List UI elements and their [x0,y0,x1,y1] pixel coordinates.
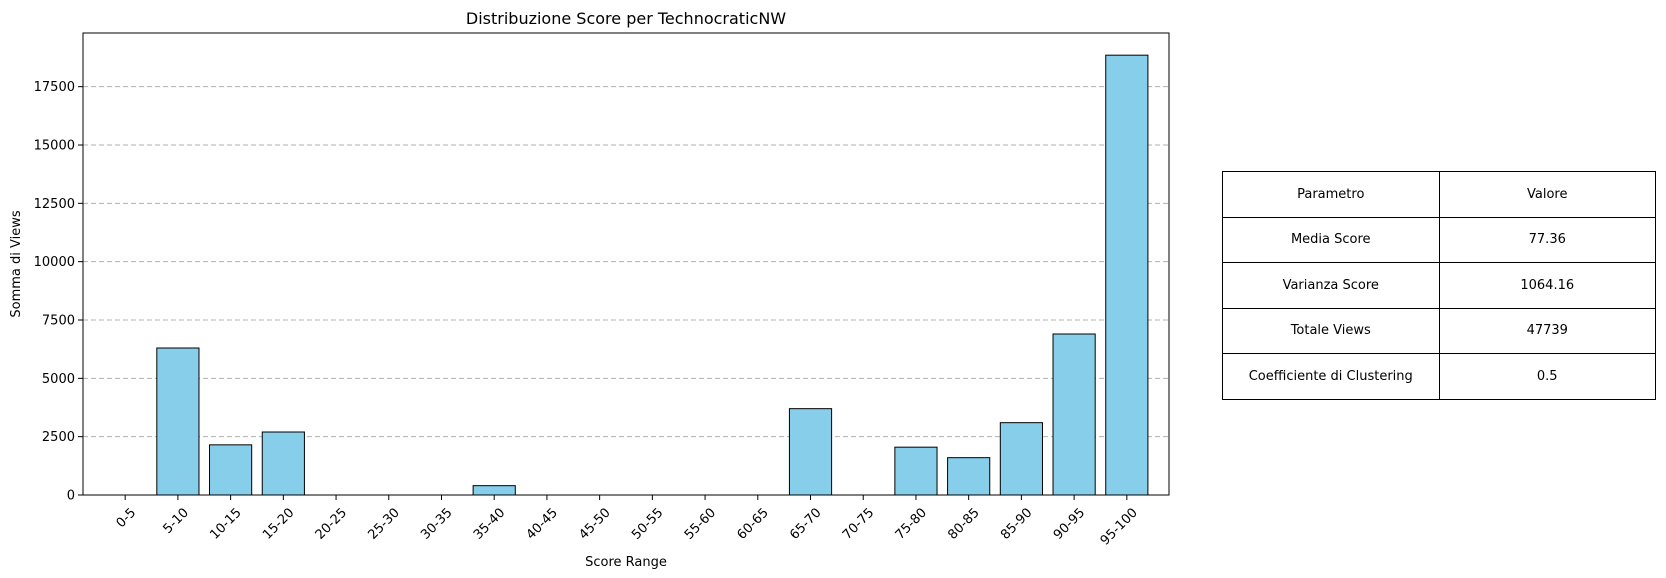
x-tick-label: 30-35 [418,505,455,542]
x-tick-label: 90-95 [1051,505,1088,542]
x-axis-ticks: 0-5 5-10 10-15 15-20 20-25 25-30 30-35 35-40 40-… [114,495,1141,549]
y-tick-label: 5000 [42,372,75,387]
x-tick-label: 75-80 [893,505,930,542]
bar-95-100 [1105,54,1149,496]
x-tick-label: 85-90 [998,505,1035,542]
y-axis-ticks: 0 2500 5000 7500 10000 12500 15000 17500 [34,80,83,504]
bar-90-95 [1052,333,1096,496]
y-tick-label: 17500 [34,80,75,95]
y-tick-label: 2500 [42,430,75,445]
y-tick-label: 12500 [34,197,75,212]
x-axis-label: Score Range [585,555,667,570]
x-tick-label: 40-45 [524,505,561,542]
x-tick-label: 60-65 [735,505,772,542]
bars [156,54,1149,496]
bar-10-15 [209,444,253,496]
x-tick-label: 5-10 [160,505,191,536]
y-tick-label: 10000 [34,255,75,270]
x-tick-label: 95-100 [1098,505,1141,548]
x-tick-label: 15-20 [260,505,297,542]
table-cell-value: 0.5 [1438,353,1656,400]
bar-80-85 [947,457,991,496]
x-tick-label: 55-60 [682,505,719,542]
table-cell-parameter: Coefficiente di Clustering [1222,353,1440,400]
x-tick-label: 25-30 [365,505,402,542]
stats-table: Parametro Valore Media Score 77.36 Varia… [1222,171,1656,400]
table-cell-parameter: Totale Views [1222,307,1440,354]
bar-85-90 [999,422,1043,496]
table-header-parameter: Parametro [1222,171,1440,218]
table-row: Media Score 77.36 [1222,216,1656,263]
table-cell-parameter: Media Score [1222,216,1440,263]
y-tick-label: 7500 [42,314,75,329]
table-row: Coefficiente di Clustering 0.5 [1222,353,1656,400]
table-row: Varianza Score 1064.16 [1222,262,1656,309]
x-tick-label: 50-55 [629,505,666,542]
y-tick-label: 0 [67,489,75,504]
table-header-value: Valore [1438,171,1656,218]
table-cell-value: 1064.16 [1438,262,1656,309]
x-tick-label: 80-85 [945,505,982,542]
x-tick-label: 10-15 [207,505,244,542]
bar-75-80 [894,446,938,496]
x-tick-label: 20-25 [313,505,350,542]
chart-title: Distribuzione Score per TechnocraticNW [466,9,786,28]
table-cell-value: 77.36 [1438,216,1656,263]
table-cell-value: 47739 [1438,307,1656,354]
x-tick-label: 0-5 [114,505,140,531]
table-header-row: Parametro Valore [1222,171,1656,218]
bar-65-70 [788,408,833,496]
x-tick-label: 35-40 [471,505,508,542]
grid-lines [83,86,1169,438]
x-tick-label: 65-70 [787,505,824,542]
x-tick-label: 45-50 [576,505,613,542]
y-axis-label: Somma di Views [9,210,24,317]
bar-35-40 [472,485,516,496]
x-tick-label: 70-75 [840,505,877,542]
plot-frame [82,32,1170,496]
y-tick-label: 15000 [34,139,75,154]
table-cell-parameter: Varianza Score [1222,262,1440,309]
table-row: Totale Views 47739 [1222,307,1656,354]
bar-15-20 [261,431,305,496]
bar-5-10 [156,347,200,496]
